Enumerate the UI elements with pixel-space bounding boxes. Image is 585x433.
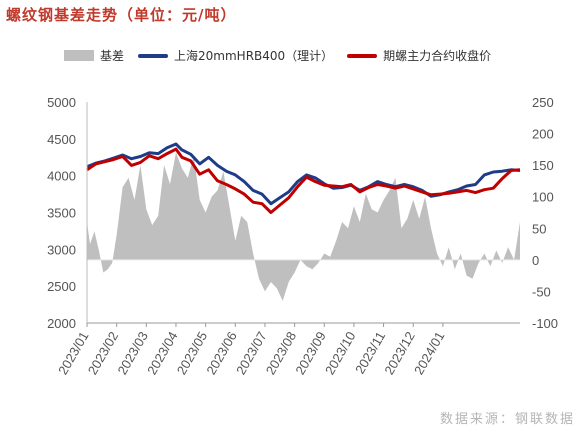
legend-swatch-futures — [347, 53, 378, 58]
y-right-tick-label: 200 — [532, 127, 554, 142]
y-right-tick-label: 100 — [532, 190, 554, 205]
y-left-tick-label: 2500 — [47, 279, 76, 294]
y-left-tick-label: 3000 — [47, 242, 76, 257]
y-left-tick-label: 4500 — [47, 132, 76, 147]
y-left-tick-label: 5000 — [47, 95, 76, 110]
y-right-tick-label: -50 — [532, 284, 551, 299]
legend-item-spot: 上海20mmHRB400（理计） — [138, 47, 333, 64]
y-right-tick-label: 150 — [532, 158, 554, 173]
series-spot-line — [86, 142, 521, 206]
series-futures-line — [86, 147, 521, 214]
legend-label-spot: 上海20mmHRB400（理计） — [174, 49, 334, 63]
legend-swatch-basis — [64, 50, 94, 61]
y-right-tick-label: 50 — [532, 221, 546, 236]
legend-label-futures: 期螺主力合约收盘价 — [383, 49, 492, 63]
y-right-tick-label: 250 — [532, 95, 554, 110]
series-basis-area — [87, 152, 520, 301]
y-right-tick-label: -100 — [532, 316, 558, 331]
legend: 基差 上海20mmHRB400（理计） 期螺主力合约收盘价 — [64, 47, 505, 64]
source-note: 数据来源：钢联数据 — [439, 412, 575, 427]
y-left-tick-label: 4000 — [47, 169, 76, 184]
y-left-tick-label: 2000 — [47, 316, 76, 331]
legend-swatch-spot — [138, 53, 169, 58]
legend-label-basis: 基差 — [100, 49, 125, 63]
chart-title: 螺纹钢基差走势（单位：元/吨） — [6, 6, 237, 24]
legend-item-basis: 基差 — [64, 47, 124, 64]
y-right-tick-label: 0 — [532, 253, 539, 268]
legend-item-futures: 期螺主力合约收盘价 — [347, 47, 491, 64]
price-lines-layer — [86, 142, 521, 214]
basis-area-layer — [87, 152, 520, 301]
y-left-tick-label: 3500 — [47, 206, 76, 221]
